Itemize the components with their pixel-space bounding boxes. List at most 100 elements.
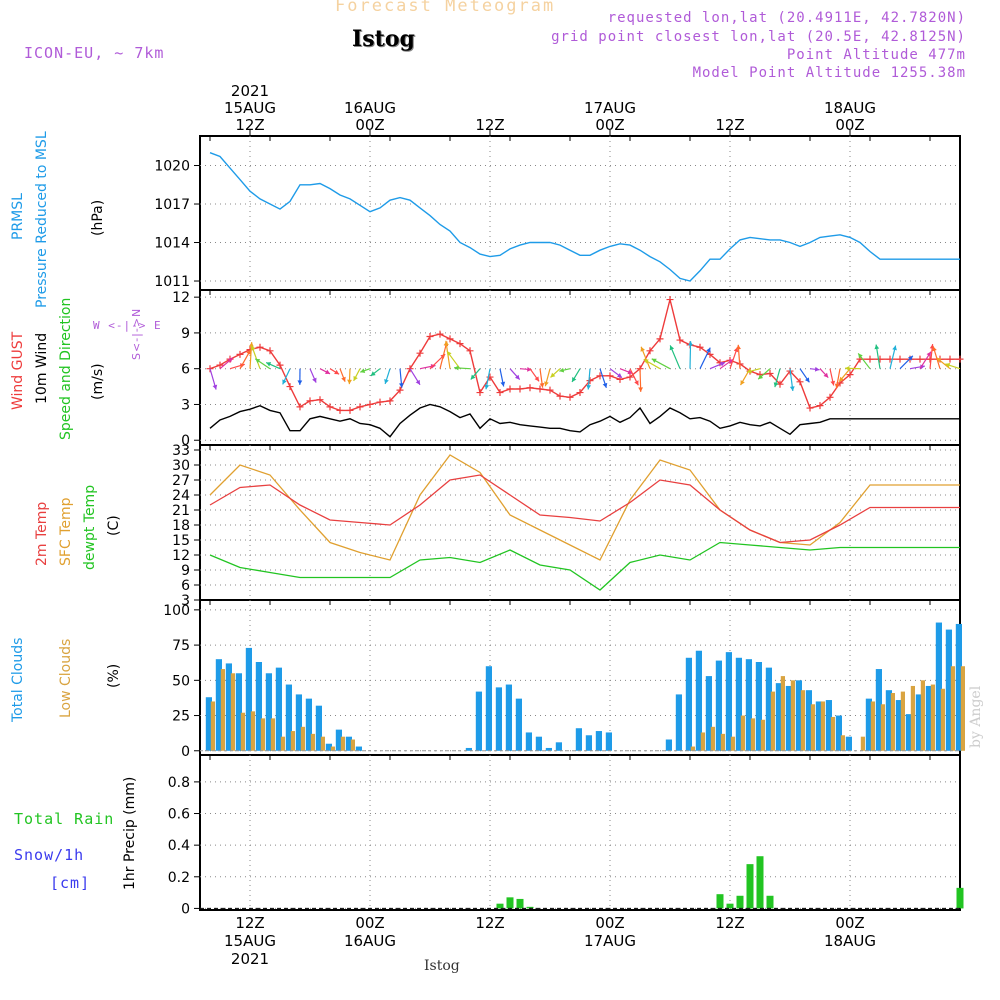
gust-label: Wind GUST: [10, 331, 26, 410]
precipitation-frame: [199, 754, 961, 911]
wind-arrowhead: [500, 381, 506, 387]
gust-marker: [556, 392, 564, 400]
total-cloud-bar: [475, 691, 482, 751]
clouds-unit: (%): [106, 663, 122, 688]
pressure-ytick-label: 1011: [154, 274, 190, 290]
wind-arrowhead: [789, 386, 795, 391]
wind-arrowhead: [484, 384, 490, 390]
chart-title-faint: Forecast Meteogram: [335, 0, 556, 16]
gust-marker: [876, 355, 884, 363]
top-time-label: 16AUG: [344, 99, 396, 117]
total-cloud-bar: [685, 657, 692, 751]
low-cloud-bar: [930, 684, 935, 751]
total-cloud-bar: [865, 698, 872, 751]
rain-bar: [716, 894, 724, 909]
temperature-ytick-label: 3: [181, 593, 190, 609]
gust-marker: [266, 347, 274, 355]
total-cloud-bar: [815, 701, 822, 751]
compass-sn: S<-|->N: [130, 307, 143, 360]
clouds-ytick-label: 0: [181, 744, 190, 760]
total-cloud-bar: [795, 680, 802, 751]
clouds-ytick-label: 100: [163, 603, 190, 619]
low-cloud-bar: [760, 719, 765, 751]
rain-bar: [766, 895, 774, 909]
wind-arrowhead: [773, 382, 779, 388]
watermark: by Angel: [968, 685, 984, 748]
top-time-label: 15AUG: [224, 99, 276, 117]
low-cloud-bar: [240, 712, 245, 751]
total-cloud-bar: [945, 629, 952, 751]
total-cloud-bar: [345, 736, 352, 751]
pressure-label-2: Pressure Reduced to MSL: [34, 131, 50, 308]
gust-marker: [316, 396, 324, 404]
temp-unit: (C): [106, 515, 122, 536]
gust-marker: [826, 393, 834, 401]
total-cloud-bar: [275, 667, 282, 751]
temperature-ytick-label: 30: [172, 458, 190, 474]
gust-marker: [276, 361, 284, 369]
gust-marker: [366, 400, 374, 408]
low-cloud-bar: [790, 680, 795, 751]
precip-axis-label: 1hr Precip (mm): [122, 776, 138, 890]
low-cloud-bar: [310, 733, 315, 751]
total-cloud-bar: [255, 662, 262, 751]
gust-marker: [806, 404, 814, 412]
wind-arrowhead: [341, 376, 346, 382]
bottom-time-label: 12Z: [475, 914, 504, 932]
top-time-label: 00Z: [835, 116, 864, 134]
grid-coords: grid point closest lon,lat (20.5E, 42.81…: [551, 29, 966, 45]
gust-marker: [866, 355, 874, 363]
wind-arrowhead: [746, 368, 752, 374]
low-cloud-bar: [710, 726, 715, 751]
wind-arrowhead: [470, 374, 476, 380]
wind-arrowhead: [334, 369, 340, 375]
wind-arrowhead: [384, 379, 389, 384]
total-cloud-bar: [325, 743, 332, 751]
bottom-time-label: 17AUG: [584, 932, 636, 950]
pressure-unit: (hPa): [90, 199, 106, 236]
top-time-label: 00Z: [355, 116, 384, 134]
total-cloud-bar: [935, 622, 942, 751]
rain-bar: [516, 898, 524, 909]
low-cloud-bar: [740, 715, 745, 751]
total-cloud-bar: [885, 690, 892, 751]
low-cloud-bar: [950, 666, 955, 751]
gust-marker: [676, 336, 684, 344]
wind-arrowhead: [627, 369, 633, 375]
low-cloud-bar: [890, 693, 895, 751]
wind-arrowhead: [514, 374, 520, 380]
total-cloud-bar: [755, 662, 762, 751]
top-time-label: 00Z: [595, 116, 624, 134]
low-cloud-bar: [230, 673, 235, 751]
wind-arrowhead: [688, 341, 693, 346]
bottom-time-label: 15AUG: [224, 932, 276, 950]
low-cloud-bar: [700, 732, 705, 751]
precipitation-ytick-label: 0.6: [168, 807, 190, 823]
total-cloud-bar: [355, 746, 362, 751]
pressure-frame: [199, 135, 961, 291]
model-label: ICON-EU, ~ 7km: [24, 44, 165, 62]
wind-speed-line: [209, 403, 960, 438]
wind-arrowhead: [212, 384, 218, 390]
wind-dir-label: Speed and Direction: [58, 297, 74, 440]
total-cloud-bar: [305, 698, 312, 751]
snow-label: Snow/1h: [14, 846, 85, 864]
top-time-label: 18AUG: [824, 99, 876, 117]
wind-arrowhead: [834, 383, 840, 389]
wind-label: 10m Wind: [34, 332, 50, 404]
sfc-temp-line: [209, 454, 960, 561]
low-cloud-bar: [910, 685, 915, 751]
total-cloud-bar: [575, 728, 582, 751]
total-cloud-bar: [555, 742, 562, 751]
total-cloud-bar: [745, 659, 752, 751]
wind-arrowhead: [347, 379, 352, 385]
gust-marker: [436, 330, 444, 338]
gust-marker: [476, 389, 484, 397]
rain-bar: [956, 887, 964, 909]
wind-arrow: [439, 341, 448, 369]
low-cloud-bar: [290, 731, 295, 751]
precipitation-ytick-label: 0.8: [168, 775, 190, 791]
wind-arrowhead: [370, 371, 376, 376]
gust-marker: [326, 403, 334, 411]
pressure-label-1: PRMSL: [10, 193, 26, 240]
